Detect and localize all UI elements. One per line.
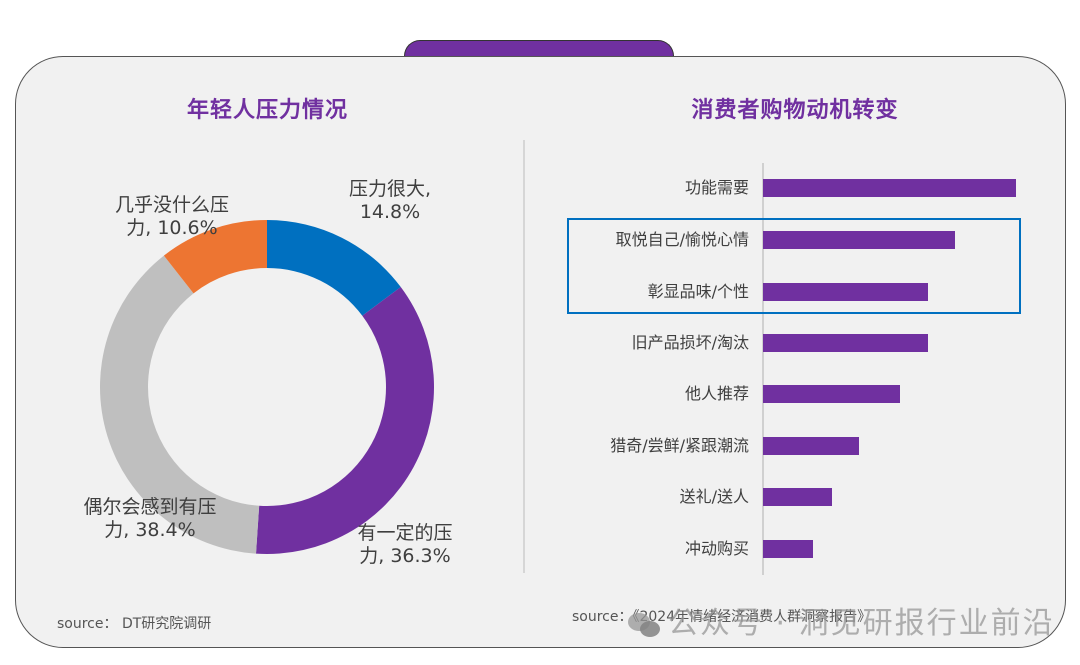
donut-slice: [267, 220, 401, 316]
bar-row: 旧产品损坏/淘汰: [560, 330, 1040, 356]
bar-row: 功能需要: [560, 175, 1040, 201]
bar-chart-axis: [762, 163, 764, 575]
bar-row: 猎奇/尝鲜/紧跟潮流: [560, 433, 1040, 459]
donut-slice: [256, 287, 435, 554]
bar-label: 取悦自己/愉悦心情: [615, 230, 749, 249]
label-value: 力, 36.3%: [359, 545, 451, 567]
donut-label-some-stress: 有一定的压 力, 36.3%: [340, 522, 470, 568]
donut-slice: [99, 255, 260, 554]
highlight-box: [567, 218, 1021, 314]
watermark-text: 公众号 · 洞见研报行业前沿: [668, 606, 1055, 641]
content-panel: [15, 56, 1066, 648]
bar: [763, 179, 1016, 197]
bar-label: 彰显品味/个性: [647, 282, 749, 301]
bar-label: 猎奇/尝鲜/紧跟潮流: [610, 436, 749, 455]
bar: [763, 540, 813, 558]
bar: [763, 283, 928, 301]
bar-label: 功能需要: [684, 178, 749, 197]
donut-chart-title: 年轻人压力情况: [186, 98, 348, 123]
label-line: 压力很大,: [348, 178, 432, 200]
label-value: 力, 10.6%: [126, 217, 218, 239]
label-line: 几乎没什么压: [114, 194, 229, 216]
bar-row: 冲动购买: [560, 536, 1040, 562]
label-value: 力, 38.4%: [104, 519, 196, 541]
bar-row: 取悦自己/愉悦心情: [560, 227, 1040, 253]
bar-row: 彰显品味/个性: [560, 279, 1040, 305]
bar-label: 他人推荐: [684, 384, 749, 403]
bar-label: 送礼/送人: [679, 487, 749, 506]
label-line: 有一定的压: [357, 522, 453, 544]
panel-divider: [523, 140, 525, 573]
label-line: 偶尔会感到有压: [83, 496, 217, 518]
bar: [763, 488, 832, 506]
bar-row: 他人推荐: [560, 381, 1040, 407]
donut-label-little-stress: 几乎没什么压 力, 10.6%: [97, 194, 247, 240]
wechat-icon: [628, 611, 662, 639]
bar: [763, 231, 955, 249]
label-value: 14.8%: [359, 201, 421, 223]
bar: [763, 334, 928, 352]
bar-chart-title: 消费者购物动机转变: [691, 98, 899, 123]
bar-row: 送礼/送人: [560, 484, 1040, 510]
donut-label-occasional-stress: 偶尔会感到有压 力, 38.4%: [65, 496, 235, 542]
bar-label: 旧产品损坏/淘汰: [631, 333, 749, 352]
bar: [763, 385, 900, 403]
bar: [763, 437, 859, 455]
watermark: 公众号 · 洞见研报行业前沿: [628, 598, 1055, 642]
donut-slice: [163, 220, 267, 294]
donut-label-high-stress: 压力很大, 14.8%: [330, 178, 450, 224]
bar-label: 冲动购买: [684, 539, 749, 558]
left-source-note: source： DT研究院调研: [57, 616, 212, 632]
